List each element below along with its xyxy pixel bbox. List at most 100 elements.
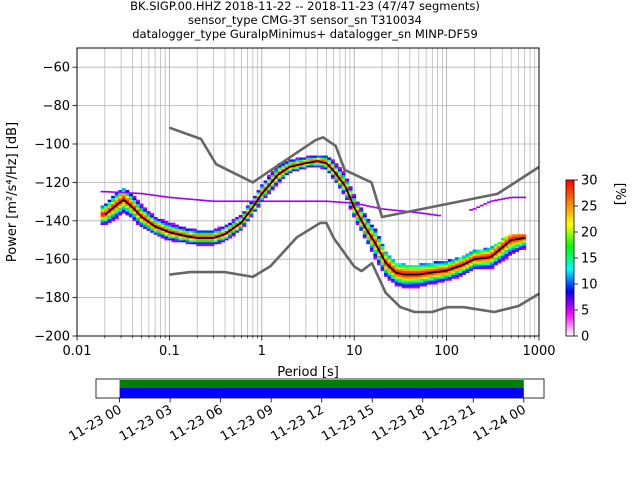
psd-bin-spurious — [150, 194, 155, 196]
psd-bin — [493, 243, 498, 247]
psd-bin — [235, 222, 240, 226]
psd-bin — [376, 243, 381, 247]
psd-bin — [341, 176, 346, 179]
psd-bin — [327, 168, 332, 172]
psd-bin — [139, 224, 144, 227]
psd-bin — [320, 155, 325, 158]
psd-bin — [423, 270, 427, 274]
psd-bin — [277, 167, 282, 170]
psd-bin — [387, 268, 392, 272]
psd-bin — [146, 224, 151, 227]
psd-bin — [454, 274, 459, 277]
psd-bin — [185, 228, 190, 231]
psd-bin — [401, 264, 406, 268]
timeline-tick-label: 11-23 21 — [420, 402, 478, 444]
psd-bin — [398, 284, 403, 287]
psd-bin — [444, 266, 449, 270]
psd-bin — [281, 168, 286, 172]
psd-bin — [348, 186, 353, 189]
psd-bin — [267, 182, 272, 185]
psd-bin — [394, 282, 399, 285]
psd-bin — [426, 264, 431, 268]
psd-bin — [359, 209, 364, 212]
psd-bin-spurious — [384, 208, 389, 211]
psd-bin — [508, 243, 513, 247]
psd-bin — [352, 193, 357, 197]
psd-bin — [150, 216, 155, 220]
psd-bin — [458, 261, 463, 264]
psd-bin — [263, 193, 268, 197]
psd-bin-spurious — [189, 198, 194, 201]
psd-bin-spurious — [291, 200, 296, 203]
psd-bin — [391, 278, 396, 281]
psd-bin — [274, 172, 279, 176]
psd-bin — [157, 228, 162, 231]
psd-bin-spurious — [224, 200, 229, 203]
psd-bin — [426, 280, 431, 283]
psd-bin — [213, 228, 218, 231]
psd-bin — [228, 222, 233, 226]
psd-bin — [447, 278, 452, 281]
psd-bin — [444, 274, 449, 277]
psd-bin — [376, 236, 381, 239]
psd-bin — [465, 270, 470, 274]
psd-bin — [309, 165, 314, 168]
psd-bin — [341, 170, 346, 174]
psd-bin — [518, 234, 523, 237]
psd-bin — [128, 199, 133, 202]
psd-bin — [458, 266, 463, 270]
psd-bin — [160, 236, 165, 239]
psd-bin — [249, 213, 254, 216]
psd-bin — [277, 176, 282, 179]
psd-bin — [125, 195, 130, 199]
psd-bin — [100, 216, 105, 220]
psd-bin — [213, 232, 218, 235]
psd-bin — [391, 259, 396, 262]
psd-bin — [182, 226, 187, 229]
psd-bin — [221, 226, 226, 229]
psd-bin-spurious — [167, 196, 172, 199]
psd-bin — [150, 218, 155, 222]
psd-bin — [238, 218, 243, 222]
psd-bin — [508, 247, 513, 250]
psd-bin — [338, 176, 342, 179]
psd-bin — [458, 268, 463, 272]
psd-bin — [213, 234, 218, 237]
plot-frame — [76, 47, 540, 337]
psd-bin — [415, 266, 420, 270]
psd-bin — [419, 276, 424, 279]
psd-bin — [355, 205, 360, 208]
psd-bin — [493, 255, 498, 258]
psd-bin-spurious — [107, 191, 112, 193]
psd-bin — [391, 274, 396, 277]
psd-bin — [454, 259, 459, 262]
psd-bin — [157, 232, 162, 235]
psd-bin — [330, 159, 335, 162]
psd-bin-spurious — [309, 200, 314, 203]
psd-bin — [107, 211, 112, 214]
psd-bin — [217, 241, 222, 245]
psd-bin — [196, 234, 201, 237]
psd-bin — [143, 207, 148, 210]
psd-bin — [128, 195, 133, 199]
psd-bin — [366, 234, 371, 237]
psd-bin — [107, 207, 112, 210]
psd-bin — [238, 224, 243, 227]
psd-bin — [430, 278, 435, 281]
psd-bin — [508, 238, 513, 241]
psd-bin — [437, 274, 442, 277]
psd-bin — [447, 264, 452, 268]
psd-bin — [171, 222, 176, 226]
psd-bin — [189, 232, 194, 235]
psd-bin — [369, 226, 374, 229]
chart-title-line-3: datalogger_type GuralpMinimus+ datalogge… — [132, 27, 478, 41]
psd-bin — [306, 165, 311, 168]
psd-bin — [469, 257, 474, 260]
psd-bin — [128, 203, 133, 206]
psd-bin — [136, 220, 140, 224]
psd-bin — [497, 241, 502, 245]
psd-bin — [277, 168, 282, 172]
psd-bin — [295, 165, 300, 168]
psd-bin — [104, 209, 109, 212]
psd-bin — [274, 180, 279, 183]
